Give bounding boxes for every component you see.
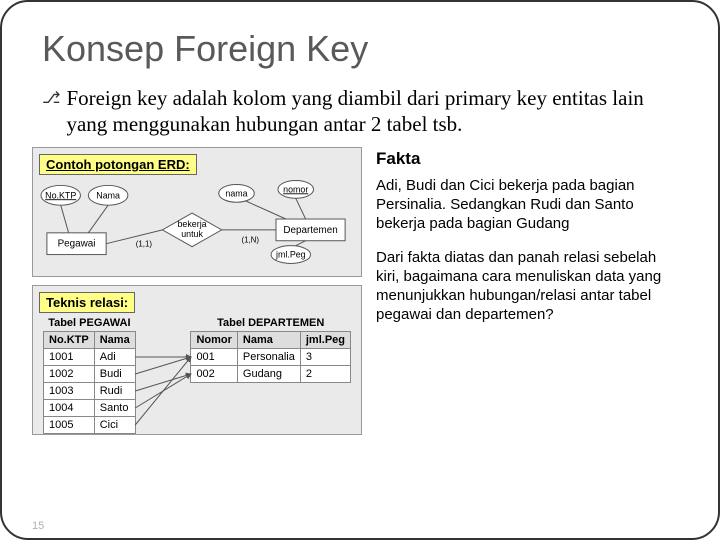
- pegawai-table-block: Tabel PEGAWAI No.KTPNama1001Adi1002Budi1…: [43, 317, 136, 434]
- table-header: Nama: [94, 332, 135, 349]
- left-column: Contoh potongan ERD: Pegawai No.KTP Nama: [32, 147, 362, 435]
- content-row: Contoh potongan ERD: Pegawai No.KTP Nama: [32, 147, 688, 435]
- table-row: 1002Budi: [44, 366, 136, 383]
- table-row: 1004Santo: [44, 400, 136, 417]
- erd-attr-noktp: No.KTP: [45, 190, 76, 200]
- table-header: Nama: [237, 332, 300, 349]
- erd-attr-nomor: nomor: [283, 185, 308, 195]
- bullet-icon: ⎇: [42, 86, 60, 112]
- fakta-heading: Fakta: [376, 149, 676, 169]
- erd-attr-nama-peg: Nama: [96, 190, 120, 200]
- table-row: 1003Rudi: [44, 383, 136, 400]
- description-text: Foreign key adalah kolom yang diambil da…: [66, 86, 678, 137]
- erd-panel: Contoh potongan ERD: Pegawai No.KTP Nama: [32, 147, 362, 277]
- description-row: ⎇ Foreign key adalah kolom yang diambil …: [42, 86, 678, 137]
- table-header: jml.Peg: [300, 332, 350, 349]
- erd-entity-dept: Departemen: [283, 225, 337, 236]
- erd-rel-line1: bekerja: [178, 219, 207, 229]
- erd-diagram: Pegawai No.KTP Nama bekerja untuk (1,1) …: [39, 175, 355, 265]
- question-text: Dari fakta diatas dan panah relasi sebel…: [376, 249, 676, 324]
- erd-rel-line2: untuk: [181, 229, 203, 239]
- fakta-text: Adi, Budi dan Cici bekerja pada bagian P…: [376, 177, 676, 233]
- pegawai-caption: Tabel PEGAWAI: [43, 317, 136, 329]
- erd-attr-jmlpeg: jml.Peg: [275, 250, 306, 260]
- erd-panel-label: Contoh potongan ERD:: [39, 154, 197, 175]
- page-number: 15: [32, 520, 44, 532]
- slide-frame: Konsep Foreign Key ⎇ Foreign key adalah …: [0, 0, 720, 540]
- table-row: 1005Cici: [44, 417, 136, 434]
- relasi-panel: Teknis relasi: Tabel PEGAWAI No.KTPNama1…: [32, 285, 362, 435]
- erd-card-right: (1,N): [241, 236, 259, 245]
- slide-title: Konsep Foreign Key: [42, 28, 688, 70]
- erd-attr-nama-dept: nama: [225, 189, 247, 199]
- right-column: Fakta Adi, Budi dan Cici bekerja pada ba…: [376, 147, 676, 435]
- table-row: 1001Adi: [44, 349, 136, 366]
- erd-card-left: (1,1): [136, 240, 153, 249]
- relasi-panel-label: Teknis relasi:: [39, 292, 135, 313]
- table-header: Nomor: [191, 332, 237, 349]
- dept-caption: Tabel DEPARTEMEN: [190, 317, 351, 329]
- dept-table-block: Tabel DEPARTEMEN NomorNamajml.Peg001Pers…: [190, 317, 351, 383]
- pegawai-table: No.KTPNama1001Adi1002Budi1003Rudi1004San…: [43, 331, 136, 434]
- tables-wrap: Tabel PEGAWAI No.KTPNama1001Adi1002Budi1…: [39, 313, 355, 434]
- dept-table: NomorNamajml.Peg001Personalia3002Gudang2: [190, 331, 351, 383]
- erd-entity-pegawai: Pegawai: [58, 239, 96, 250]
- table-row: 002Gudang2: [191, 366, 351, 383]
- table-row: 001Personalia3: [191, 349, 351, 366]
- table-header: No.KTP: [44, 332, 95, 349]
